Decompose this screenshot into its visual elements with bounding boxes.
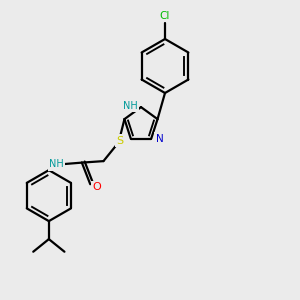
Text: NH: NH — [123, 100, 138, 111]
Text: NH: NH — [49, 159, 64, 169]
Text: N: N — [118, 135, 126, 145]
Text: N: N — [156, 134, 164, 144]
Text: Cl: Cl — [160, 11, 170, 21]
Text: O: O — [92, 182, 101, 192]
Text: S: S — [116, 136, 124, 146]
